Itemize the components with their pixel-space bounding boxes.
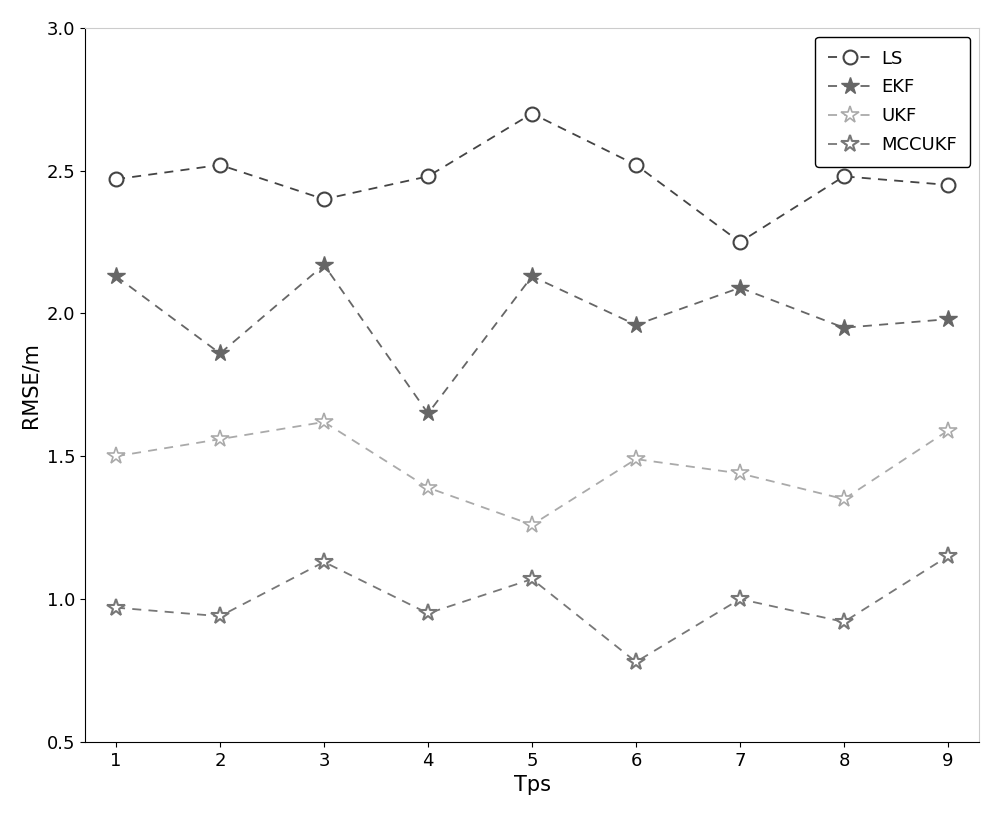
LS xyxy=(630,160,642,170)
UKF xyxy=(214,434,226,444)
Line: LS: LS xyxy=(109,107,955,249)
UKF xyxy=(110,451,122,461)
MCCUKF xyxy=(214,611,226,621)
MCCUKF xyxy=(526,574,538,584)
LS xyxy=(838,171,850,181)
LS xyxy=(214,160,226,170)
MCCUKF xyxy=(734,594,746,604)
UKF xyxy=(318,417,330,427)
UKF xyxy=(838,494,850,504)
LS xyxy=(110,175,122,184)
UKF xyxy=(734,468,746,478)
LS xyxy=(318,194,330,204)
Line: MCCUKF: MCCUKF xyxy=(107,548,957,671)
Legend: LS, EKF, UKF, MCCUKF: LS, EKF, UKF, MCCUKF xyxy=(815,37,970,166)
EKF xyxy=(526,272,538,282)
UKF xyxy=(422,483,434,493)
MCCUKF xyxy=(318,557,330,567)
MCCUKF xyxy=(422,609,434,619)
EKF xyxy=(942,314,954,324)
MCCUKF xyxy=(110,603,122,613)
UKF xyxy=(630,455,642,464)
EKF xyxy=(838,323,850,333)
Y-axis label: RMSE/m: RMSE/m xyxy=(21,342,41,428)
EKF xyxy=(734,283,746,293)
LS xyxy=(734,237,746,247)
MCCUKF xyxy=(838,617,850,627)
EKF xyxy=(422,409,434,419)
LS xyxy=(942,180,954,190)
EKF xyxy=(214,348,226,358)
LS xyxy=(526,109,538,118)
MCCUKF xyxy=(630,657,642,667)
UKF xyxy=(942,426,954,436)
UKF xyxy=(526,520,538,530)
X-axis label: Tps: Tps xyxy=(514,775,551,795)
Line: UKF: UKF xyxy=(107,413,957,534)
LS xyxy=(422,171,434,181)
EKF xyxy=(630,320,642,330)
EKF xyxy=(318,260,330,270)
Line: EKF: EKF xyxy=(107,256,957,423)
EKF xyxy=(110,272,122,282)
MCCUKF xyxy=(942,552,954,561)
